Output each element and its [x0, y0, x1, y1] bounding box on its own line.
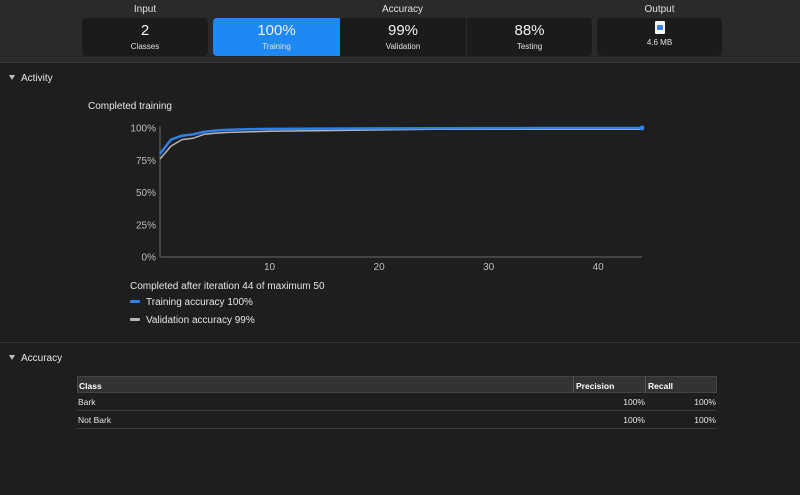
training-end-point [639, 125, 645, 131]
training-accuracy-value: 100% [257, 22, 296, 39]
x-tick-label: 30 [483, 262, 495, 273]
column-header-class[interactable]: Class [79, 381, 102, 391]
y-tick-label: 25% [136, 220, 156, 231]
chart-title: Completed training [88, 101, 172, 112]
output-title: Output [644, 4, 675, 15]
table-row[interactable]: Not Bark 100% 100% [77, 411, 717, 429]
training-accuracy-label: Training [262, 42, 291, 51]
legend-validation-label: Validation accuracy 99% [146, 315, 255, 326]
legend-swatch-validation [130, 318, 140, 321]
activity-section-toggle[interactable]: Activity [9, 73, 53, 84]
classes-count: 2 [140, 22, 150, 39]
accuracy-header: Accuracy [21, 353, 63, 364]
testing-accuracy-label: Testing [516, 42, 543, 51]
column-header-recall[interactable]: Recall [648, 381, 674, 391]
summary-bar: Input Accuracy Output 2 Classes 100% Tra… [0, 0, 800, 63]
legend-training: Training accuracy 100% [130, 297, 253, 308]
training-chart: 0% 25% 50% 75% 100% 10 20 30 40 [130, 124, 645, 273]
accuracy-cards: 100% Training 99% Validation 88% Testing [213, 18, 592, 56]
input-title: Input [133, 4, 157, 15]
input-card[interactable]: 2 Classes [82, 18, 208, 56]
output-card[interactable]: 4.6 MB [597, 18, 722, 56]
recall-value: 100% [694, 415, 716, 425]
training-accuracy-line [159, 126, 642, 155]
column-divider [573, 377, 574, 392]
y-tick-label: 100% [130, 124, 156, 135]
output-size: 4.6 MB [646, 38, 673, 47]
model-file-icon [654, 21, 665, 34]
class-name: Not Bark [78, 415, 112, 425]
precision-value: 100% [623, 397, 645, 407]
card-divider [466, 18, 467, 56]
x-tick-label: 20 [374, 262, 386, 273]
legend-validation: Validation accuracy 99% [130, 315, 255, 326]
y-tick-label: 0% [142, 253, 157, 264]
accuracy-section-toggle[interactable]: Accuracy [9, 353, 62, 364]
legend-swatch-training [130, 300, 140, 303]
validation-accuracy-value: 99% [387, 22, 419, 39]
classes-label: Classes [130, 42, 160, 51]
recall-value: 100% [694, 397, 716, 407]
y-tick-label: 75% [136, 156, 156, 167]
section-separator [0, 342, 800, 343]
validation-accuracy-line [159, 128, 642, 160]
activity-header: Activity [21, 73, 53, 84]
disclosure-triangle-icon [9, 355, 15, 360]
legend-training-label: Training accuracy 100% [146, 297, 253, 308]
accuracy-table: Class Precision Recall Bark 100% 100% No… [77, 376, 717, 429]
training-accuracy-card[interactable]: 100% Training [213, 18, 340, 56]
testing-accuracy-card[interactable]: 88% Testing [467, 18, 592, 56]
y-tick-label: 50% [136, 188, 156, 199]
accuracy-title: Accuracy [381, 4, 424, 15]
validation-accuracy-card[interactable]: 99% Validation [340, 18, 466, 56]
column-divider [645, 377, 646, 392]
table-header: Class Precision Recall [77, 376, 717, 393]
validation-accuracy-label: Validation [385, 42, 421, 51]
x-tick-label: 40 [593, 262, 605, 273]
disclosure-triangle-icon [9, 75, 15, 80]
precision-value: 100% [623, 415, 645, 425]
x-tick-label: 10 [264, 262, 276, 273]
class-name: Bark [78, 397, 96, 407]
column-header-precision[interactable]: Precision [576, 381, 615, 391]
testing-accuracy-value: 88% [514, 22, 545, 39]
training-status: Completed after iteration 44 of maximum … [130, 281, 325, 292]
table-row[interactable]: Bark 100% 100% [77, 393, 717, 411]
